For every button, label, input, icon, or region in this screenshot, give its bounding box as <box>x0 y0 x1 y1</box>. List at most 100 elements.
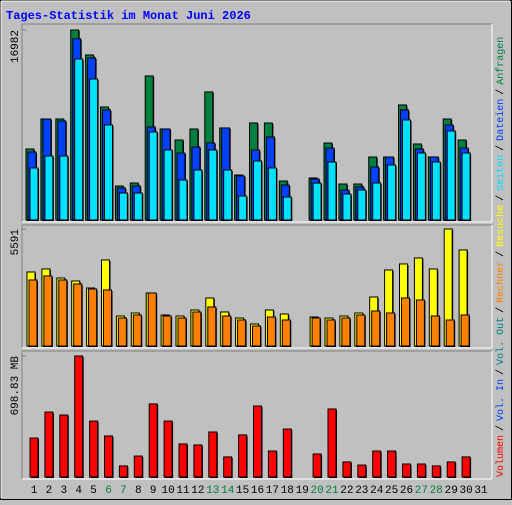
bar <box>372 450 382 478</box>
x-tick-label: 2 <box>46 485 53 497</box>
x-tick-label: 6 <box>105 485 112 497</box>
x-tick-label: 14 <box>221 485 235 497</box>
legend-separator: / <box>495 89 507 95</box>
bar <box>387 164 397 221</box>
bar <box>222 315 232 347</box>
bar <box>74 355 84 478</box>
bar <box>431 465 441 478</box>
bar <box>282 196 292 221</box>
legend-label: Anfragen <box>495 37 507 85</box>
x-tick-label: 9 <box>150 485 157 497</box>
bar <box>29 167 39 221</box>
bar <box>104 435 113 478</box>
bar <box>371 310 381 347</box>
bar <box>342 193 352 221</box>
bar <box>402 119 411 221</box>
bar <box>118 192 128 221</box>
bar <box>415 299 425 347</box>
bar <box>148 403 158 478</box>
bar <box>44 155 54 221</box>
bar <box>178 179 188 221</box>
x-tick-label: 21 <box>325 485 339 497</box>
x-tick-label: 23 <box>355 485 368 497</box>
x-tick-label: 10 <box>161 485 174 497</box>
bar <box>357 464 367 478</box>
bar <box>357 189 367 221</box>
legend-separator: / <box>495 145 507 151</box>
bar <box>43 275 53 347</box>
bar <box>267 450 277 478</box>
legend-label: Dateien <box>495 99 507 141</box>
bar <box>223 169 233 221</box>
bar <box>342 461 352 478</box>
bar <box>431 161 441 221</box>
bar <box>327 408 337 478</box>
x-tick-label: 22 <box>340 485 353 497</box>
bar <box>327 161 337 221</box>
bar <box>387 450 397 478</box>
bar <box>89 420 99 478</box>
x-tick-label: 3 <box>60 485 67 497</box>
x-tick-label: 11 <box>176 485 190 497</box>
bar <box>117 317 127 347</box>
x-tick-label: 31 <box>474 485 488 497</box>
bar <box>445 319 455 347</box>
bar <box>461 456 471 478</box>
bar <box>192 311 202 347</box>
bar <box>178 443 188 478</box>
bar <box>430 315 440 347</box>
bar <box>88 288 98 347</box>
bar <box>193 169 203 221</box>
bar <box>311 317 321 347</box>
legend-label: Vol. Out <box>495 317 507 365</box>
legend-separator: / <box>495 251 507 257</box>
bar <box>238 195 248 221</box>
x-tick-label: 24 <box>370 485 384 497</box>
x-tick-label: 4 <box>75 485 82 497</box>
y-tick-label: 5591 <box>10 229 22 256</box>
bar <box>163 149 173 221</box>
bar <box>74 58 84 221</box>
chart-title: Tages-Statistik im Monat Juni 2026 <box>6 9 251 23</box>
x-tick-label: 5 <box>90 485 97 497</box>
bar <box>223 456 233 478</box>
x-tick-label: 27 <box>415 485 428 497</box>
bar <box>59 155 69 221</box>
bar <box>162 315 172 347</box>
bar <box>460 314 470 347</box>
bar <box>59 414 69 478</box>
bar <box>461 152 471 221</box>
legend-label: Vol. In <box>495 379 507 421</box>
x-tick-label: 25 <box>385 485 398 497</box>
x-tick-label: 26 <box>400 485 413 497</box>
x-tick-label: 19 <box>296 485 309 497</box>
bar <box>312 182 322 221</box>
bar <box>267 167 277 221</box>
bar <box>28 279 38 347</box>
bar <box>252 325 261 347</box>
legend-label: Volumen <box>495 435 507 477</box>
legend-separator: / <box>495 307 507 313</box>
bar <box>238 434 248 478</box>
x-tick-label: 20 <box>310 485 323 497</box>
bar <box>356 314 366 347</box>
bar <box>207 306 217 347</box>
bar <box>73 283 83 347</box>
x-tick-label: 28 <box>430 485 443 497</box>
bar <box>341 317 351 347</box>
bar <box>44 411 54 478</box>
bar <box>401 297 410 347</box>
bar <box>253 405 262 478</box>
bar <box>416 152 426 221</box>
x-tick-label: 17 <box>266 485 279 497</box>
bar <box>266 316 276 347</box>
bar <box>208 431 218 478</box>
x-tick-label: 1 <box>31 485 38 497</box>
bar <box>163 420 173 478</box>
bar <box>132 314 142 347</box>
bar <box>386 312 396 347</box>
bar <box>147 292 157 347</box>
bar <box>29 437 39 478</box>
bar <box>312 453 322 478</box>
